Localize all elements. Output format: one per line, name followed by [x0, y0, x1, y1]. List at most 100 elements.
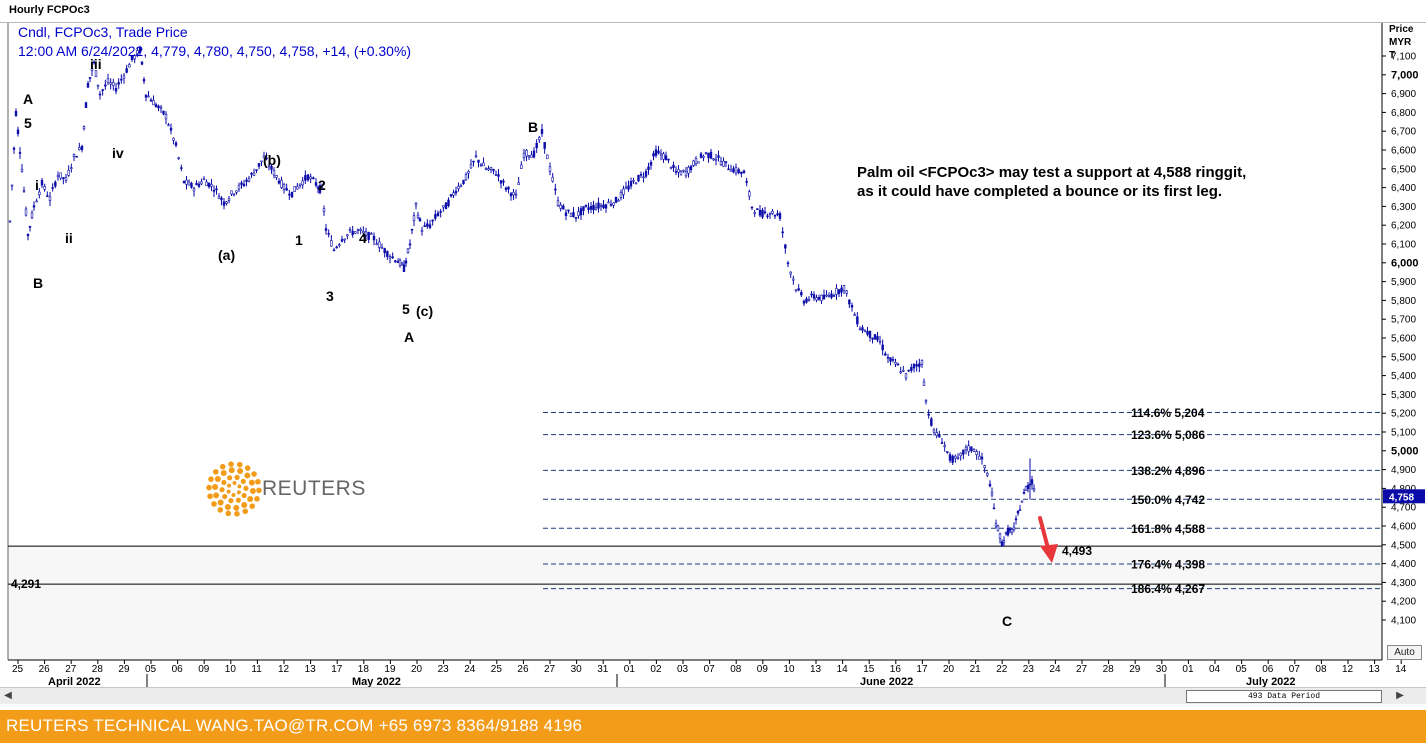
candle-body: [88, 77, 92, 79]
candle-body: [896, 363, 900, 366]
candle-body: [312, 177, 315, 180]
candle-body: [786, 262, 790, 265]
candle-body: [96, 84, 100, 87]
logo-dot: [208, 476, 214, 482]
candle-body: [659, 153, 663, 156]
candle-body: [426, 223, 429, 227]
candle-body: [30, 212, 34, 219]
candle-body: [886, 356, 890, 359]
candle-body: [444, 202, 448, 210]
logo-dot: [212, 484, 219, 491]
candle-body: [771, 210, 774, 214]
candle-body: [320, 187, 324, 190]
price-tick-label: 4,600: [1391, 522, 1416, 533]
candle-body: [298, 183, 302, 186]
fib-level-label: 123.6% 5,086: [1131, 428, 1205, 442]
candle-body: [664, 155, 668, 161]
time-tick-label: 06: [172, 664, 184, 675]
candle-body: [149, 99, 153, 102]
logo-dot: [214, 476, 221, 483]
candle-body: [1010, 528, 1014, 534]
candle-body: [853, 314, 856, 316]
candle-body: [275, 175, 278, 178]
candle-body: [677, 168, 680, 173]
time-tick-label: 13: [1369, 664, 1381, 675]
time-tick-label: 25: [491, 664, 503, 675]
candle-body: [1002, 540, 1006, 543]
time-tick-label: 23: [438, 664, 450, 675]
time-tick-label: 20: [943, 664, 955, 675]
horizontal-scrollbar[interactable]: ◀ 493 Data Period ▶: [0, 687, 1426, 704]
price-tick-label: 7,100: [1391, 52, 1416, 63]
time-tick-label: 14: [837, 664, 849, 675]
candle-body: [902, 369, 905, 372]
candle-body: [282, 183, 286, 190]
candle-body: [54, 181, 57, 187]
candle-body: [464, 174, 468, 181]
candle-body: [554, 188, 557, 191]
candle-body: [845, 290, 848, 294]
candle-body: [240, 182, 243, 185]
candle-body: [48, 196, 52, 201]
scroll-right-arrow-icon[interactable]: ▶: [1396, 690, 1404, 701]
candle-body: [551, 176, 554, 182]
logo-dot: [241, 492, 247, 499]
candle-body: [242, 183, 246, 187]
candle-body: [1006, 528, 1010, 536]
candle-body: [577, 211, 580, 216]
candle-body: [724, 161, 728, 163]
candle-body: [564, 212, 568, 217]
candle-body: [657, 150, 660, 154]
candle-body: [1016, 510, 1020, 514]
candle-body: [988, 483, 992, 487]
price-tick-label: 5,600: [1391, 334, 1416, 345]
candle-body: [22, 190, 26, 192]
logo-dot: [213, 492, 220, 499]
month-label: July 2022: [1246, 676, 1296, 688]
candle-body: [12, 147, 16, 150]
candle-body: [827, 295, 831, 297]
logo-dot: [236, 461, 243, 468]
candle-body: [637, 175, 640, 182]
candle-body: [207, 182, 211, 188]
logo-dot: [248, 479, 255, 486]
candle-body: [815, 297, 818, 301]
candle-body: [689, 165, 693, 170]
logo-dot: [217, 499, 224, 506]
scroll-left-arrow-icon[interactable]: ◀: [4, 690, 12, 701]
candle-body: [692, 160, 695, 166]
candle-body: [884, 353, 887, 356]
time-tick-label: 29: [1129, 664, 1141, 675]
candle-body: [959, 452, 962, 456]
time-tick-label: 08: [730, 664, 742, 675]
price-tick-label: 6,200: [1391, 221, 1416, 232]
candle-body: [654, 149, 658, 156]
candle-body: [546, 154, 549, 160]
candle-body: [40, 180, 44, 186]
candle-body: [514, 193, 518, 196]
candle-body: [712, 158, 715, 161]
candle-body: [120, 78, 123, 81]
candle-body: [152, 100, 155, 106]
time-tick-label: 15: [863, 664, 875, 675]
candle-body: [477, 159, 480, 163]
auto-scale-button[interactable]: Auto: [1387, 645, 1422, 660]
time-tick-label: 06: [1262, 664, 1274, 675]
candle-body: [1026, 485, 1030, 490]
candle-body: [745, 181, 748, 183]
candle-body: [697, 161, 700, 164]
candle-body: [28, 226, 32, 228]
time-tick-label: 10: [783, 664, 795, 675]
candle-body: [714, 158, 718, 161]
candle-body: [280, 179, 283, 188]
candle-body: [562, 205, 565, 210]
candle-body: [406, 248, 410, 253]
candle-body: [702, 155, 705, 158]
candle-body: [190, 182, 193, 188]
candle-body: [212, 189, 216, 192]
logo-dot: [224, 503, 231, 510]
candle-body: [538, 137, 541, 140]
candle-body: [247, 177, 251, 182]
candle-body: [497, 174, 500, 177]
